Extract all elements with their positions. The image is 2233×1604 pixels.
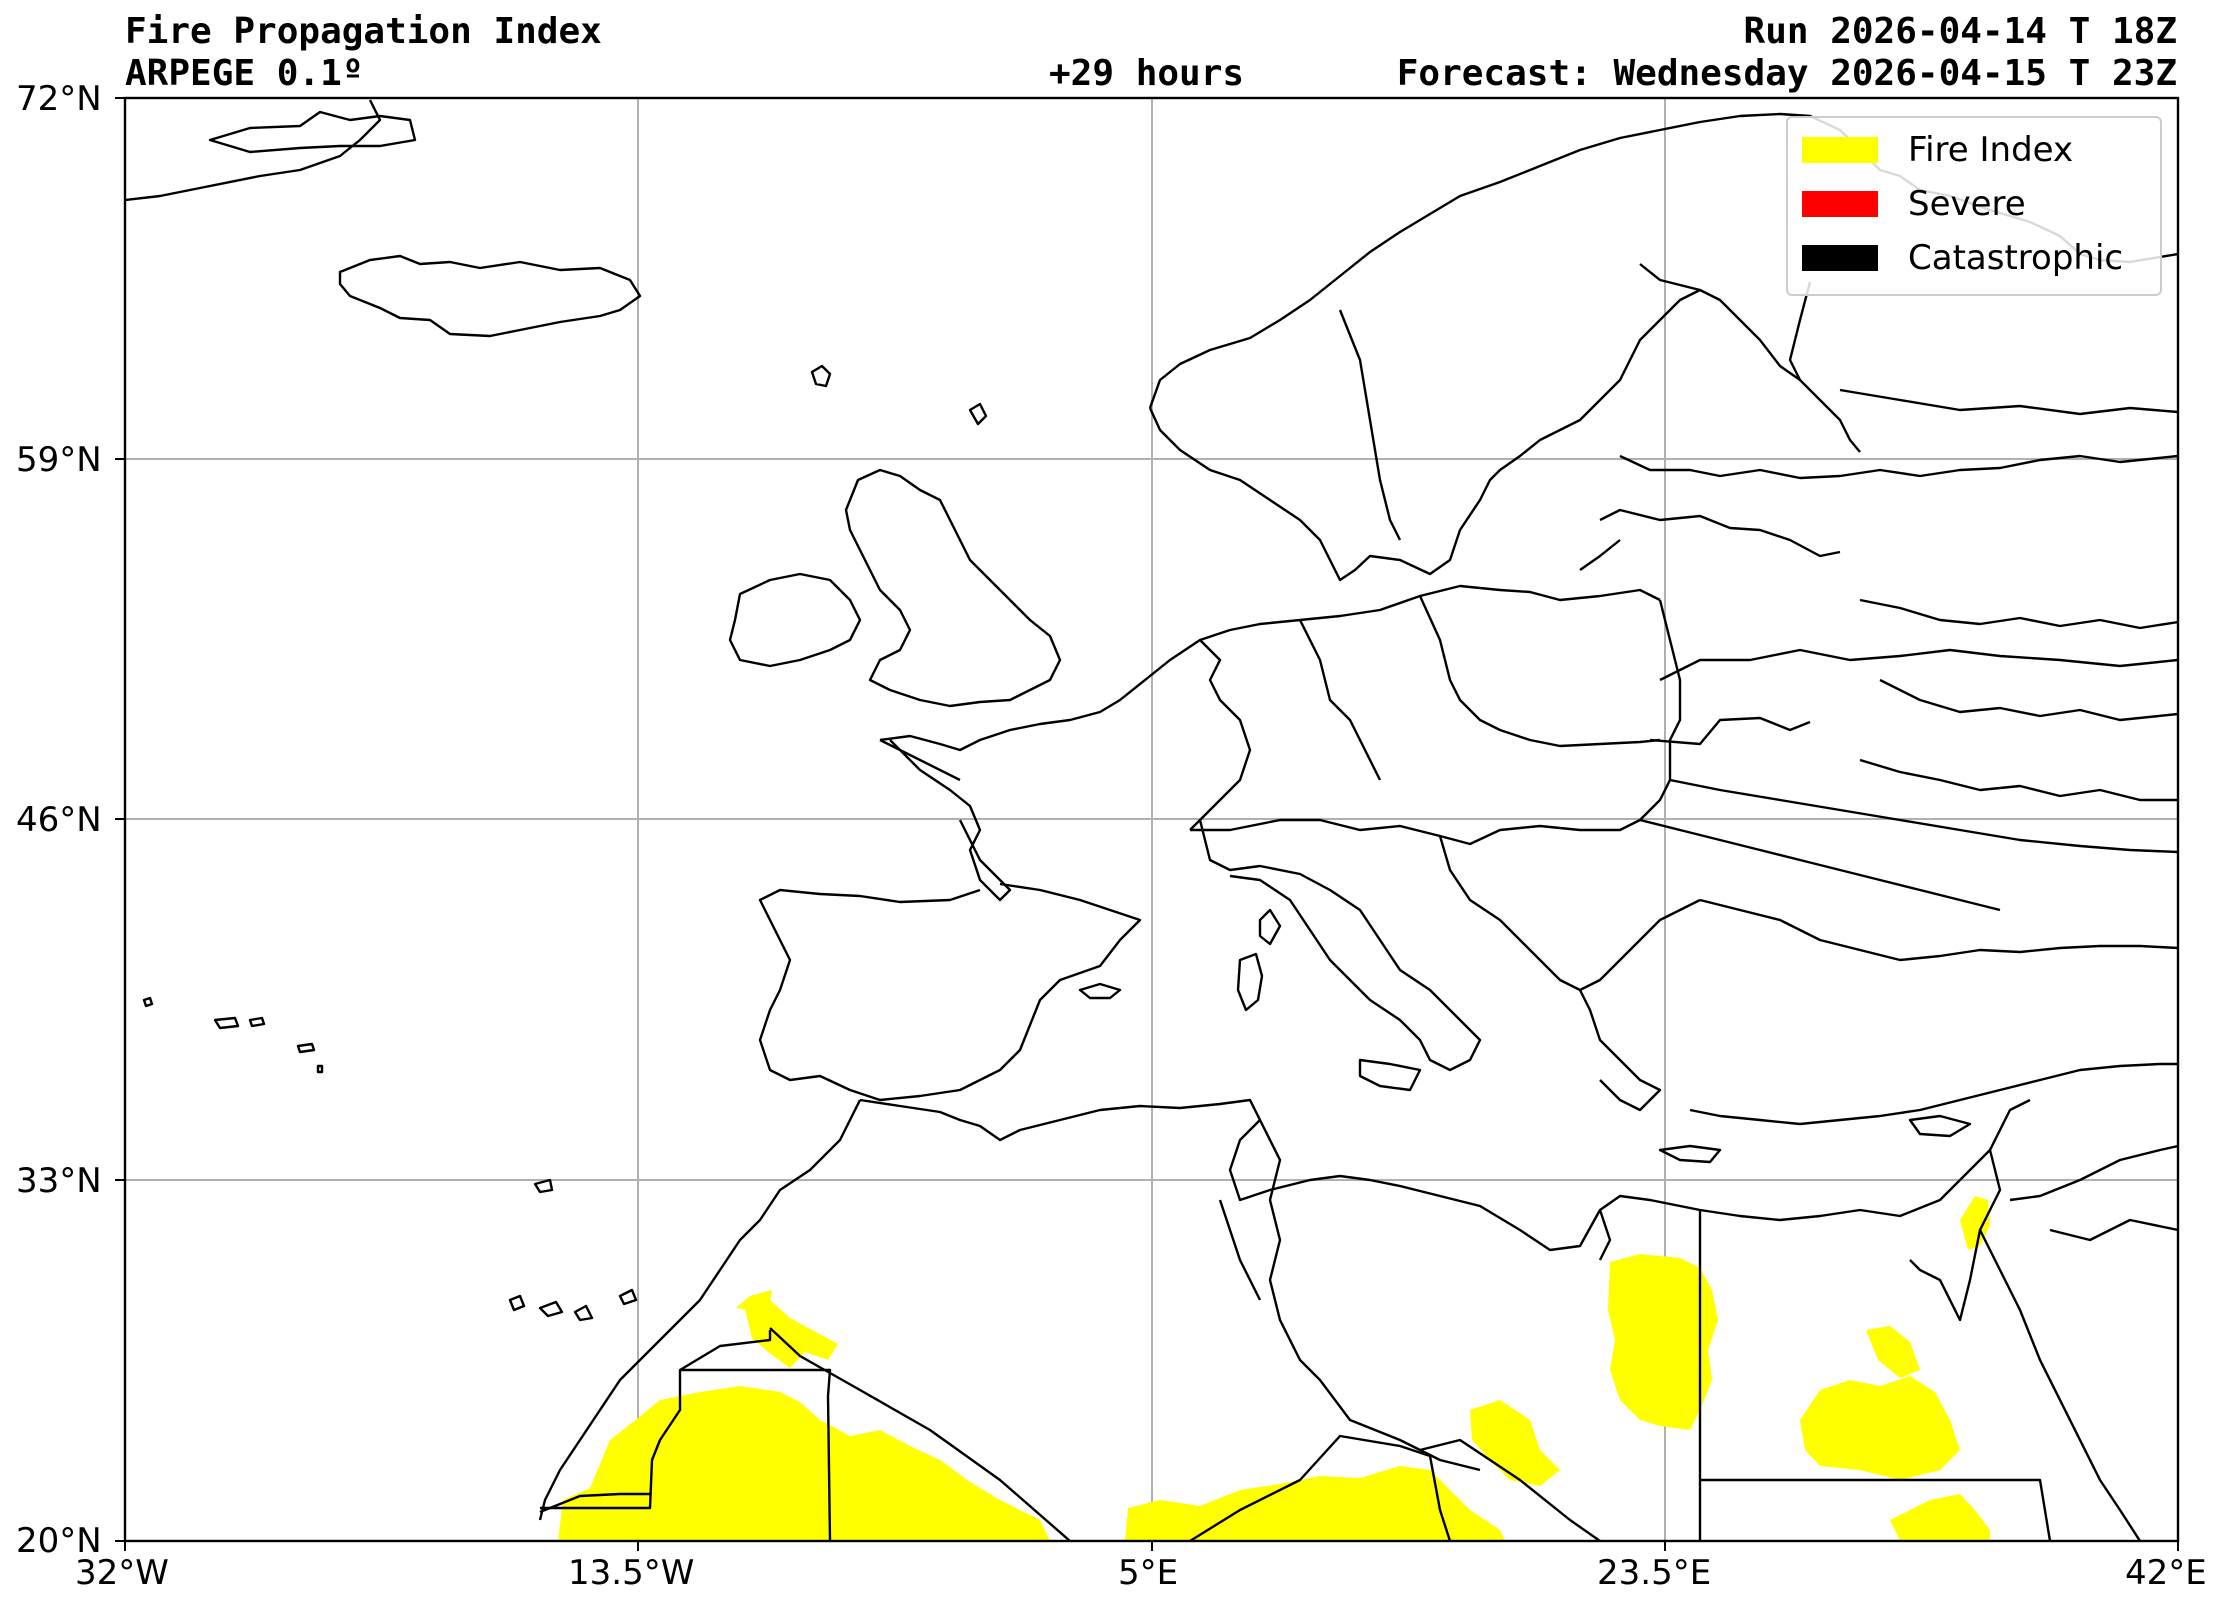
coastlines-borders <box>125 99 2178 1541</box>
fire-index-areas <box>558 1196 1990 1541</box>
lon-tick-label: 42°E <box>2125 1553 2207 1593</box>
legend-label: Fire Index <box>1908 130 2074 170</box>
lat-tick-label: 59°N <box>16 440 102 480</box>
lon-tick-label: 5°E <box>1118 1553 1179 1593</box>
lat-tick-label: 46°N <box>16 800 102 840</box>
legend-label: Severe <box>1908 184 2026 224</box>
legend-swatch <box>1802 245 1878 271</box>
forecast-time: Forecast: Wednesday 2026-04-15 T 23Z <box>1396 53 2177 94</box>
run-time: Run 2026-04-14 T 18Z <box>1743 11 2177 52</box>
map-legend: Fire Index Severe Catastrophic <box>1786 116 2162 296</box>
lat-tick-label: 20°N <box>16 1521 102 1561</box>
lon-tick-label: 23.5°E <box>1597 1553 1712 1593</box>
lead-time: +29 hours <box>1049 53 1245 94</box>
model-label: ARPEGE 0.1º <box>125 53 364 94</box>
legend-swatch <box>1802 191 1878 217</box>
map-title: Fire Propagation Index <box>125 11 602 52</box>
legend-swatch <box>1802 137 1878 163</box>
gridlines <box>125 98 2178 1541</box>
legend-label: Catastrophic <box>1908 238 2124 278</box>
lon-tick-label: 13.5°W <box>568 1553 695 1593</box>
lat-tick-label: 72°N <box>16 79 102 119</box>
legend-item-fire-index: Fire Index <box>1802 130 2073 170</box>
lon-tick-label: 32°W <box>75 1553 169 1593</box>
legend-item-catastrophic: Catastrophic <box>1802 238 2123 278</box>
legend-item-severe: Severe <box>1802 184 2026 224</box>
lat-tick-label: 33°N <box>16 1161 102 1201</box>
